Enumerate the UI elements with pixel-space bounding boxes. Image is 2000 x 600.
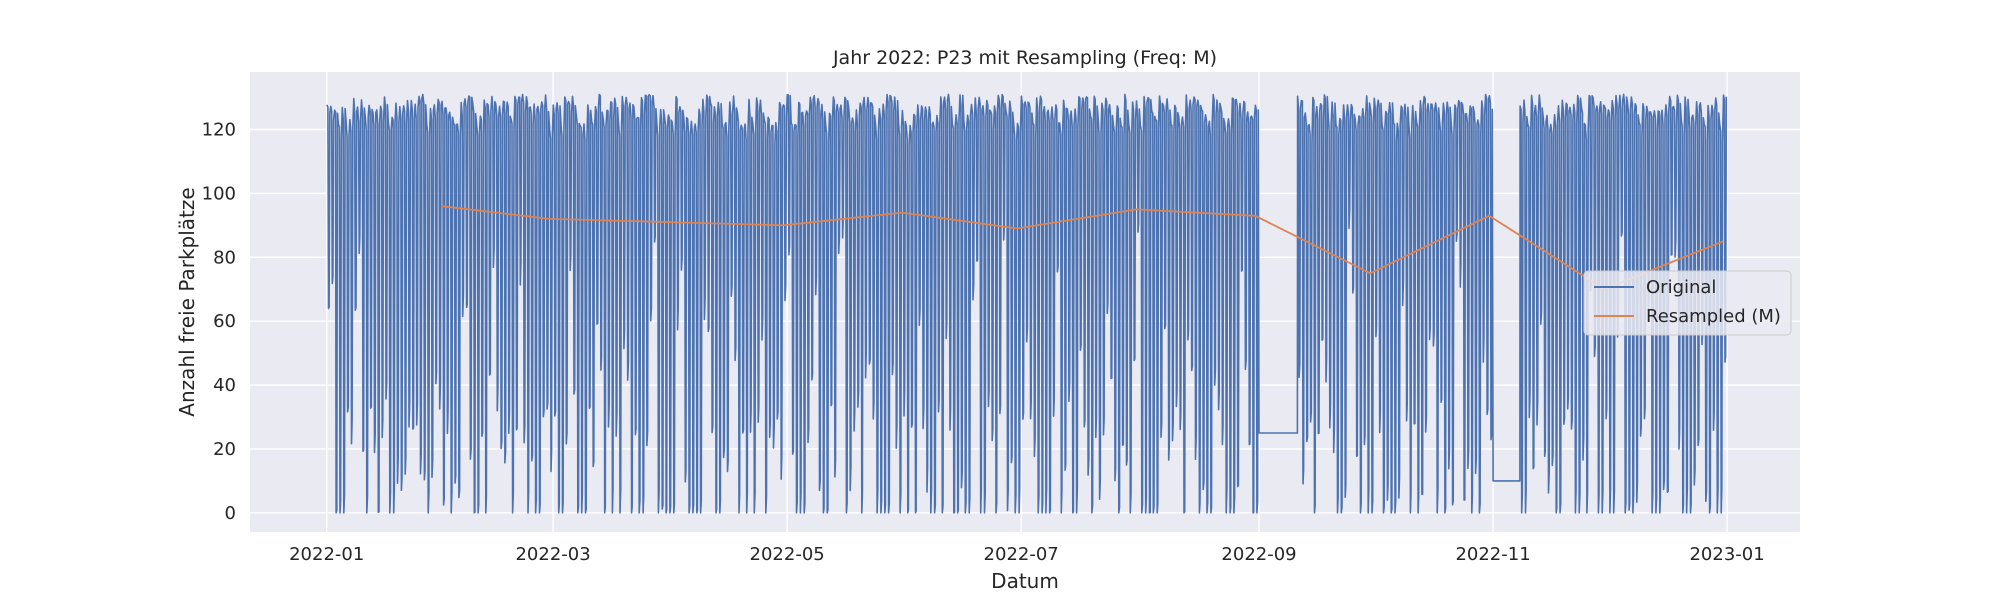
y-tick-label: 100 <box>202 183 236 204</box>
series-resampled <box>441 205 1724 291</box>
y-tick-label: 40 <box>213 375 236 396</box>
x-tick-label: 2022-05 <box>750 544 825 565</box>
legend-box <box>1583 270 1792 336</box>
x-tick-label: 2022-03 <box>515 544 590 565</box>
series-line-resampled <box>441 205 1724 291</box>
y-tick-label: 120 <box>202 120 236 141</box>
legend: Original Resampled (M) <box>1583 270 1792 336</box>
chart-title: Jahr 2022: P23 mit Resampling (Freq: M) <box>832 47 1217 69</box>
x-tick-label: 2022-01 <box>289 544 364 565</box>
y-axis-label: Anzahl freie Parkplätze <box>175 187 199 416</box>
series-original <box>326 93 1728 514</box>
legend-entry-resampled: Resampled (M) <box>1646 306 1781 327</box>
y-tick-label: 60 <box>213 311 236 332</box>
series-line-original <box>326 93 1728 514</box>
x-axis-label: Datum <box>991 569 1059 593</box>
y-tick-label: 80 <box>213 247 236 268</box>
x-tick-label: 2022-09 <box>1221 544 1296 565</box>
legend-entry-original: Original <box>1646 277 1716 298</box>
y-tick-label: 0 <box>225 503 236 524</box>
x-tick-label: 2022-11 <box>1455 544 1530 565</box>
y-tick-label: 20 <box>213 439 236 460</box>
y-axis-ticks: 0 20 40 60 80 100 120 <box>202 120 236 524</box>
x-tick-label: 2023-01 <box>1689 544 1764 565</box>
x-axis-ticks: 2022-01 2022-03 2022-05 2022-07 2022-09 2022-… <box>289 544 1765 565</box>
x-tick-label: 2022-07 <box>984 544 1059 565</box>
